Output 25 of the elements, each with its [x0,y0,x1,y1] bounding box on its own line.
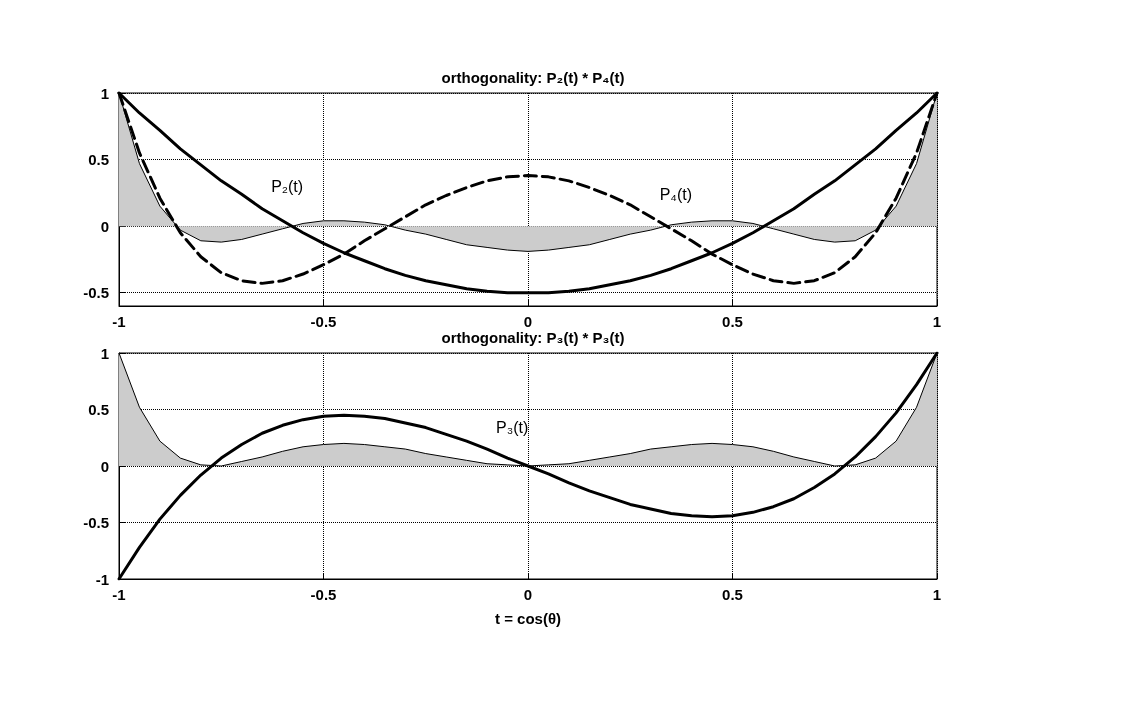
series-label: P₂(t) [271,178,304,196]
x-tick-label: -1 [112,313,126,330]
x-tick-label: 0 [523,586,533,603]
series-label: P₃(t) [496,418,529,436]
series-label: P₄(t) [659,186,693,204]
x-tick-label: -1 [112,586,126,603]
x-tick-label: -0.5 [310,586,337,603]
x-tick-label: 0.5 [722,313,743,330]
chart-title: orthogonality: P₃(t) * P₃(t) [441,329,625,346]
y-tick-label: 0 [100,217,109,235]
y-tick-label: -0.5 [83,514,109,531]
x-tick-label: 0 [523,313,533,330]
y-tick-label: 0.5 [88,151,109,169]
x-tick-label: 1 [932,586,942,603]
x-tick-label: 0.5 [722,586,743,603]
x-tick-label: -0.5 [310,313,337,330]
y-tick-label: -0.5 [83,284,109,302]
x-axis-title: t = cos(θ) [494,610,562,627]
chart-title: orthogonality: P₂(t) * P₄(t) [441,69,625,86]
x-tick-label: 1 [932,313,942,330]
y-tick-label: -1 [95,570,109,588]
y-tick-label: 0.5 [88,401,109,418]
y-tick-label: 1 [100,84,109,102]
y-tick-label: 0 [100,457,109,475]
y-tick-label: 1 [100,344,109,362]
